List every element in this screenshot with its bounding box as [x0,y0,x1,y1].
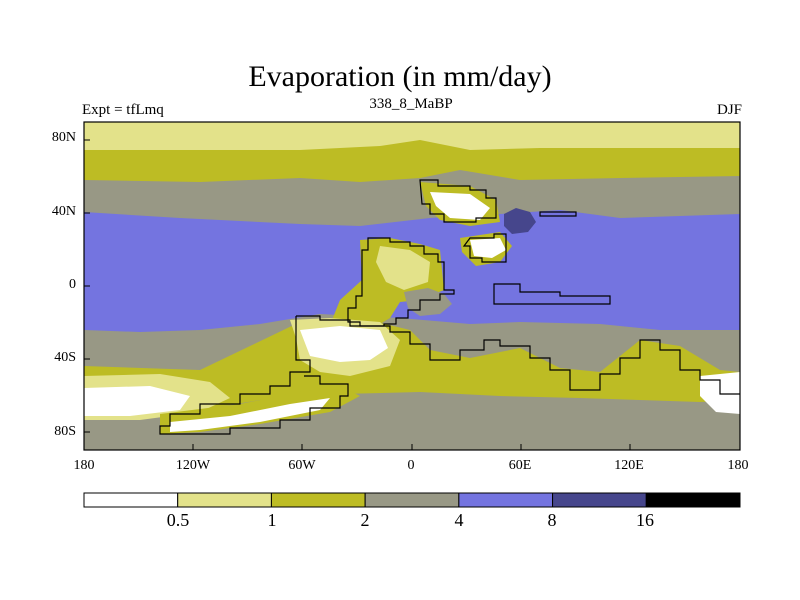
lon-tick-label: 60W [288,458,316,473]
lon-tick-label: 120W [175,458,211,473]
south-strip-lt0p5 [170,398,330,432]
lat-tick-label: 40N [51,204,76,219]
far-south-lt0p5 [84,386,190,416]
contour-band-1-2-south [84,318,740,412]
contour-band-2-4 [84,168,740,198]
lat-tick-label: 0 [69,277,76,292]
contour-field [84,122,740,450]
contour-band-2-4-polar [84,436,740,450]
lon-tick-label: 180 [73,458,95,473]
colorbar-label: 8 [547,510,557,530]
continent-field-0p5-1 [376,246,430,290]
colorbar-label: 1 [267,510,277,530]
lon-tick-label: 120E [614,458,644,473]
contour-band-8-16 [504,208,536,234]
colorbar-swatch [552,492,647,508]
colorbar-swatch [83,492,179,508]
lat-tick-label: 80N [51,130,76,145]
season-label: DJF [716,102,742,118]
colorbar-label: 0.5 [166,510,190,530]
lon-tick-label: 180 [727,458,749,473]
colorbar-swatch [364,492,460,508]
period-label: 338_8_MaBP [369,96,453,112]
lon-tick-label: 0 [407,458,415,473]
south-continent-lt0p5 [300,326,388,362]
map-title: Evaporation (in mm/day) [248,60,552,93]
north-continent-lt0p5 [430,192,490,220]
colorbar-label: 2 [360,510,370,530]
coastlines [159,179,740,435]
lat-tick-label: 80S [54,424,76,439]
lon-ticks [192,444,631,450]
lon-tick-label: 60E [508,458,532,473]
colorbar-swatch [177,492,272,508]
contour-band-1-2 [84,140,740,182]
colorbar-swatch [270,492,366,508]
colorbar-swatch [458,492,554,508]
colorbar-label: 16 [636,510,654,530]
colorbar [83,492,741,508]
colorbar-label: 4 [454,510,464,530]
colorbar-swatch [645,492,741,508]
lat-tick-label: 40S [54,350,76,365]
lat-ticks [84,139,90,433]
east-island-lt0p5 [470,238,506,258]
experiment-label: Expt = tfLmq [82,102,164,118]
